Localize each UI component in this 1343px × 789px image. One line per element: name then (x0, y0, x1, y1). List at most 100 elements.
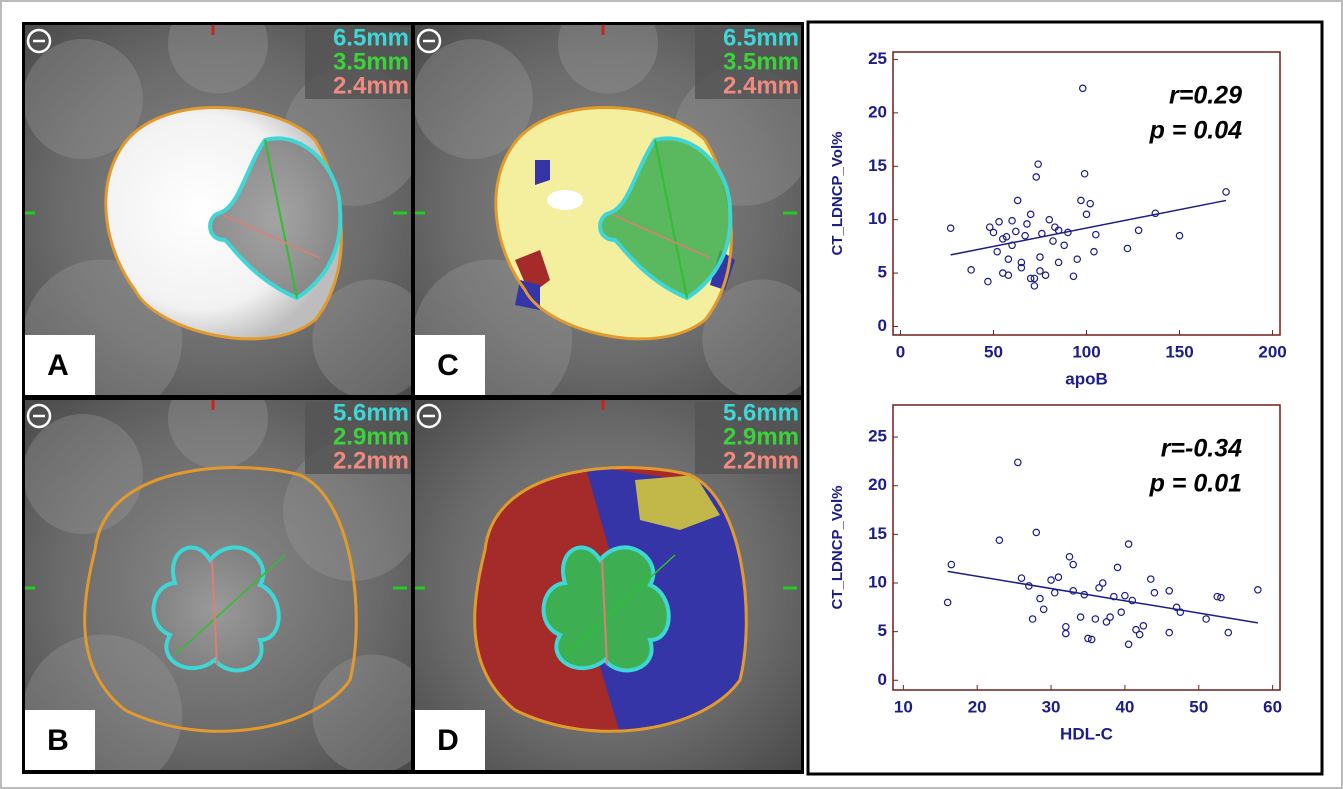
x-tick-label: 10 (894, 697, 913, 716)
point (1036, 267, 1044, 275)
texture (25, 39, 143, 159)
texture (25, 414, 143, 534)
measure-bg (695, 402, 801, 474)
vessel-outline (473, 466, 748, 733)
point (1086, 199, 1095, 208)
point (1002, 232, 1011, 241)
y-tick-label: 0 (878, 316, 887, 335)
measure-bg (305, 27, 411, 99)
lumen-fill (153, 547, 279, 671)
panel-label: D (437, 724, 459, 757)
point (1021, 231, 1029, 240)
annotation: r=0.29 (1169, 82, 1242, 110)
texture (168, 400, 268, 469)
y-tick-label: 20 (868, 475, 887, 494)
point (1254, 586, 1262, 594)
diameter-line (264, 139, 298, 299)
texture (702, 279, 801, 395)
zoom-icon (416, 403, 442, 429)
point (946, 224, 955, 233)
point (1004, 255, 1013, 263)
panel-label: B (47, 724, 69, 757)
point (1017, 574, 1026, 582)
y-tick-label: 20 (868, 102, 887, 121)
point (1128, 596, 1137, 605)
x-tick-label: 20 (968, 697, 987, 716)
y-tick-label: 5 (878, 263, 887, 282)
lumen-outline (208, 136, 343, 301)
vessel-outline (494, 106, 733, 341)
point (1078, 84, 1087, 93)
point (1176, 608, 1185, 616)
point (1034, 160, 1042, 168)
point (1011, 227, 1020, 236)
point (1175, 231, 1184, 240)
lumen-outline (541, 545, 671, 673)
point (1073, 255, 1081, 263)
annotation: r=-0.34 (1161, 435, 1242, 463)
y-tick-label: 15 (868, 524, 887, 543)
point (1213, 592, 1222, 601)
label-box (25, 335, 95, 395)
point (1084, 634, 1092, 643)
zoom-icon (26, 403, 52, 429)
plot-frame (892, 51, 1281, 336)
point (1202, 615, 1210, 623)
panel-label: C (437, 349, 459, 382)
point (1110, 592, 1118, 601)
point (1123, 244, 1132, 253)
point (1222, 188, 1230, 196)
point (995, 218, 1003, 226)
point (1054, 573, 1063, 581)
trend-line (950, 199, 1227, 256)
point (1117, 608, 1126, 616)
point (1041, 271, 1050, 279)
zoom-icon (26, 28, 52, 54)
panels: 6.5mm3.5mm2.4mmA6.5mm3.5mm2.4mmC5.6mm2.9… (25, 24, 801, 770)
lumen-outline (598, 136, 733, 301)
measurement: 2.2mm (723, 447, 799, 474)
point (1014, 458, 1022, 467)
point (989, 228, 998, 237)
point (1134, 226, 1143, 235)
point (995, 536, 1004, 545)
y-tick-label: 5 (878, 621, 887, 640)
x-axis-label: HDL-C (1060, 724, 1113, 743)
measurement: 6.5mm (723, 24, 799, 51)
y-axis-label: CT_LDNCP_Vol% (829, 132, 846, 256)
point (1017, 258, 1026, 267)
x-tick-label: 50 (984, 342, 1003, 361)
annotation: p = 0.04 (1149, 117, 1243, 145)
outer-mask (415, 400, 801, 770)
diameter-line (211, 559, 218, 666)
fibro-fatty-fill (635, 475, 720, 530)
zoom-icon (416, 28, 442, 54)
texture (415, 39, 533, 159)
point (1080, 169, 1089, 178)
point (1076, 613, 1085, 621)
x-tick-label: 150 (1165, 342, 1193, 361)
point (1032, 173, 1041, 181)
y-tick-label: 10 (868, 209, 887, 228)
point (998, 235, 1007, 243)
point (1146, 575, 1155, 583)
x-tick-label: 100 (1072, 342, 1100, 361)
diameter-line (222, 214, 321, 259)
measurement: 5.6mm (723, 399, 799, 426)
point (943, 598, 952, 607)
point (1062, 629, 1070, 638)
point (1132, 625, 1140, 634)
point (1036, 253, 1044, 261)
texture (558, 25, 658, 94)
point (1032, 528, 1041, 537)
diameter-line (654, 139, 688, 299)
label-box (415, 335, 485, 395)
texture (312, 279, 411, 395)
point (1090, 247, 1098, 256)
lumen-fill (543, 547, 669, 671)
diameter-line (564, 554, 676, 656)
